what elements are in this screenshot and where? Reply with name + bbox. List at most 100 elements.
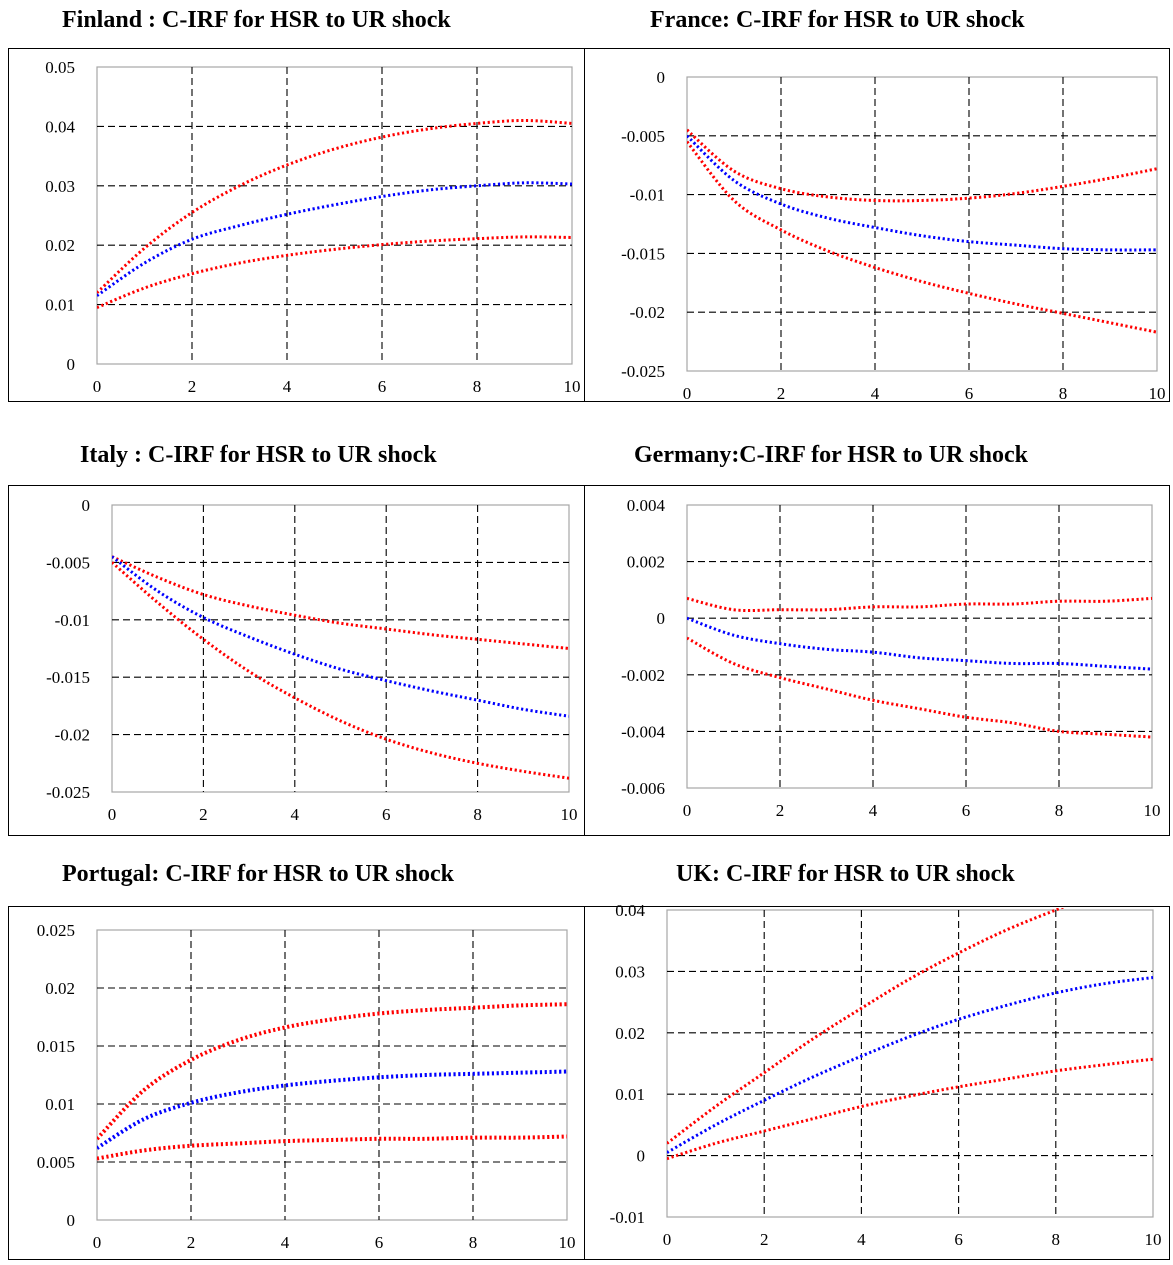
- italy-plot-area: [111, 504, 570, 793]
- italy-ytick-label: -0.025: [46, 783, 90, 802]
- uk-series-upper: [667, 908, 1066, 1145]
- finland-ytick-label: 0.04: [45, 117, 75, 136]
- germany-xtick-label: 10: [1144, 801, 1161, 820]
- portugal-xtick-label: 8: [469, 1233, 478, 1252]
- germany-xtick-label: 2: [776, 801, 785, 820]
- germany-series-irf: [687, 616, 1152, 671]
- italy-xtick-label: 0: [108, 805, 117, 824]
- italy-series-upper: [112, 555, 569, 650]
- finland-ytick-label: 0.01: [45, 296, 75, 315]
- france-series-lower: [687, 140, 1157, 334]
- france-ytick-label: 0: [657, 68, 666, 87]
- portugal-ytick-label: 0.005: [37, 1153, 75, 1172]
- finland-xtick-label: 8: [473, 377, 482, 396]
- figure-frame-france: [584, 48, 1170, 402]
- finland-xtick-label: 0: [93, 377, 102, 396]
- france-ytick-label: -0.025: [621, 362, 665, 381]
- chart-title-uk: UK: C-IRF for HSR to UR shock: [676, 861, 1015, 887]
- chart-title-germany: Germany:C-IRF for HSR to UR shock: [634, 442, 1028, 468]
- finland-xtick-label: 4: [283, 377, 292, 396]
- italy-ytick-label: -0.02: [55, 726, 90, 745]
- uk-ytick-label: 0.01: [615, 1085, 645, 1104]
- finland-series-upper: [97, 118, 572, 294]
- germany-ytick-label: 0.004: [627, 496, 666, 515]
- france-xtick-label: 0: [683, 384, 692, 403]
- germany-xtick-label: 4: [869, 801, 878, 820]
- finland-ytick-label: 0.05: [45, 58, 75, 77]
- finland-xtick-label: 6: [378, 377, 387, 396]
- uk-ytick-label: -0.01: [610, 1208, 645, 1227]
- italy-xtick-label: 8: [473, 805, 482, 824]
- portugal-series-lower: [97, 1134, 567, 1161]
- figure-frame-uk: [584, 906, 1170, 1260]
- italy-ytick-label: -0.01: [55, 611, 90, 630]
- uk-ytick-label: 0.04: [615, 901, 645, 920]
- finland-ytick-label: 0.03: [45, 177, 75, 196]
- germany-ytick-label: -0.006: [621, 779, 665, 798]
- italy-xtick-label: 2: [199, 805, 208, 824]
- italy-xtick-label: 10: [561, 805, 578, 824]
- italy-series-lower: [112, 561, 569, 780]
- germany-series-lower: [687, 636, 1152, 739]
- uk-series-lower: [667, 1057, 1153, 1161]
- portugal-xtick-label: 2: [187, 1233, 196, 1252]
- uk-xtick-label: 8: [1052, 1230, 1061, 1249]
- uk-xtick-label: 6: [954, 1230, 963, 1249]
- germany-xtick-label: 8: [1055, 801, 1064, 820]
- chart-title-portugal: Portugal: C-IRF for HSR to UR shock: [62, 861, 454, 887]
- portugal-xtick-label: 0: [93, 1233, 102, 1252]
- portugal-xtick-label: 10: [559, 1233, 576, 1252]
- germany-ytick-label: 0.002: [627, 553, 665, 572]
- portugal-ytick-label: 0.01: [45, 1095, 75, 1114]
- uk-ytick-label: 0.02: [615, 1024, 645, 1043]
- italy-ytick-label: -0.015: [46, 668, 90, 687]
- uk-series-irf: [667, 976, 1153, 1154]
- france-plot-area: [686, 76, 1158, 372]
- figure-frame-germany: [584, 485, 1170, 836]
- france-xtick-label: 4: [871, 384, 880, 403]
- italy-xtick-label: 4: [291, 805, 300, 824]
- france-ytick-label: -0.015: [621, 244, 665, 263]
- germany-ytick-label: 0: [657, 609, 666, 628]
- uk-xtick-label: 10: [1145, 1230, 1162, 1249]
- portugal-ytick-label: 0.025: [37, 921, 75, 940]
- chart-title-italy: Italy : C-IRF for HSR to UR shock: [80, 442, 437, 468]
- germany-xtick-label: 6: [962, 801, 971, 820]
- france-ytick-label: -0.005: [621, 127, 665, 146]
- france-xtick-label: 6: [965, 384, 974, 403]
- portugal-ytick-label: 0.02: [45, 979, 75, 998]
- finland-plot-area: [96, 66, 573, 365]
- france-ytick-label: -0.02: [630, 303, 665, 322]
- finland-ytick-label: 0: [67, 355, 76, 374]
- italy-xtick-label: 6: [382, 805, 391, 824]
- italy-ytick-label: -0.005: [46, 553, 90, 572]
- france-ytick-label: -0.01: [630, 186, 665, 205]
- chart-title-france: France: C-IRF for HSR to UR shock: [650, 7, 1025, 33]
- uk-plot-area: [666, 909, 1154, 1218]
- finland-ytick-label: 0.02: [45, 236, 75, 255]
- finland-xtick-label: 2: [188, 377, 197, 396]
- chart-title-finland: Finland : C-IRF for HSR to UR shock: [62, 7, 451, 33]
- germany-ytick-label: -0.002: [621, 666, 665, 685]
- uk-xtick-label: 2: [760, 1230, 769, 1249]
- germany-plot-area: [686, 504, 1153, 789]
- portugal-ytick-label: 0.015: [37, 1037, 75, 1056]
- portugal-xtick-label: 6: [375, 1233, 384, 1252]
- france-xtick-label: 10: [1149, 384, 1166, 403]
- germany-ytick-label: -0.004: [621, 722, 665, 741]
- portugal-xtick-label: 4: [281, 1233, 290, 1252]
- france-series-irf: [687, 134, 1157, 252]
- france-xtick-label: 8: [1059, 384, 1068, 403]
- italy-ytick-label: 0: [82, 496, 91, 515]
- finland-series-lower: [97, 235, 572, 309]
- uk-xtick-label: 0: [663, 1230, 672, 1249]
- portugal-ytick-label: 0: [67, 1211, 76, 1230]
- portugal-series-upper: [97, 1002, 567, 1141]
- uk-xtick-label: 4: [857, 1230, 866, 1249]
